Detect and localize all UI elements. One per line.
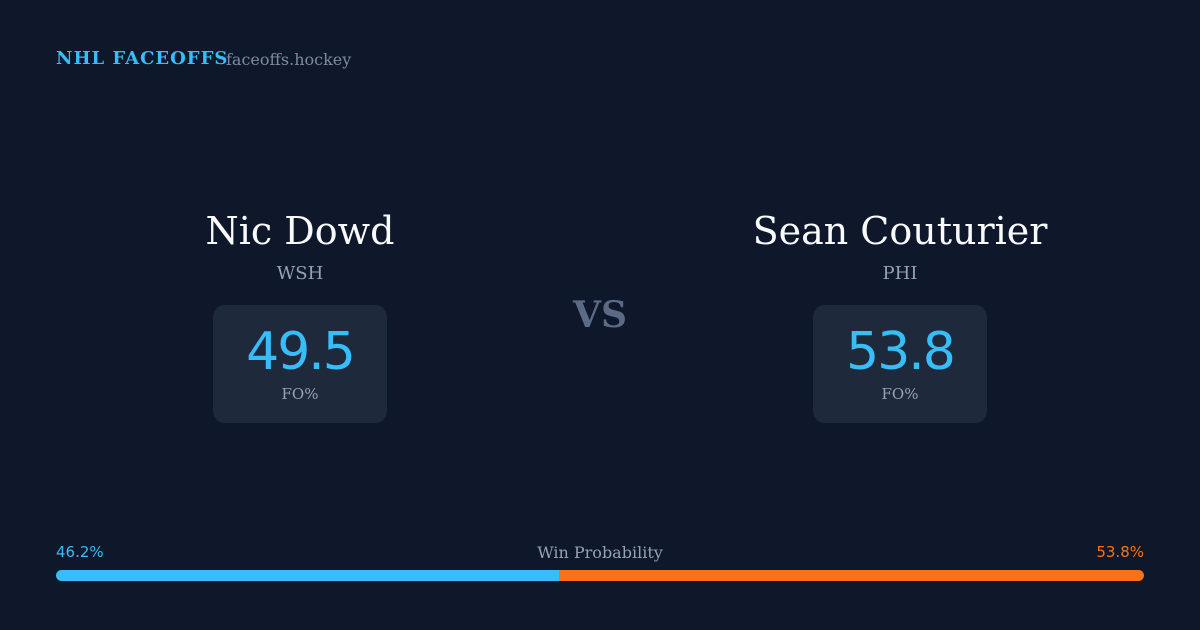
stat-card: 53.8 FO% (813, 305, 987, 423)
stat-label: FO% (881, 385, 919, 403)
stat-label: FO% (281, 385, 319, 403)
bar-segment (56, 570, 559, 581)
team: WSH (276, 263, 324, 284)
win-prob-bar (56, 570, 1144, 581)
player-name: Sean Couturier (752, 209, 1048, 253)
stat-value: 49.5 (246, 322, 356, 382)
site-url: faceoffs.hockey (226, 50, 352, 69)
win-prob-right: 53.8% (1096, 543, 1144, 561)
stat-value: 53.8 (846, 322, 956, 382)
bar-segment (558, 570, 1144, 581)
stat-card: 49.5 FO% (213, 305, 387, 423)
player-name: Nic Dowd (205, 209, 395, 253)
win-prob-title: Win Probability (537, 543, 663, 562)
brand-title: NHL FACEOFFS (56, 48, 229, 69)
player-right: Sean Couturier PHI 53.8 FO% (650, 205, 1150, 423)
versus: VS (573, 294, 627, 336)
player-left: Nic Dowd WSH 49.5 FO% (50, 205, 550, 423)
win-prob-left: 46.2% (56, 543, 104, 561)
team: PHI (882, 263, 918, 284)
